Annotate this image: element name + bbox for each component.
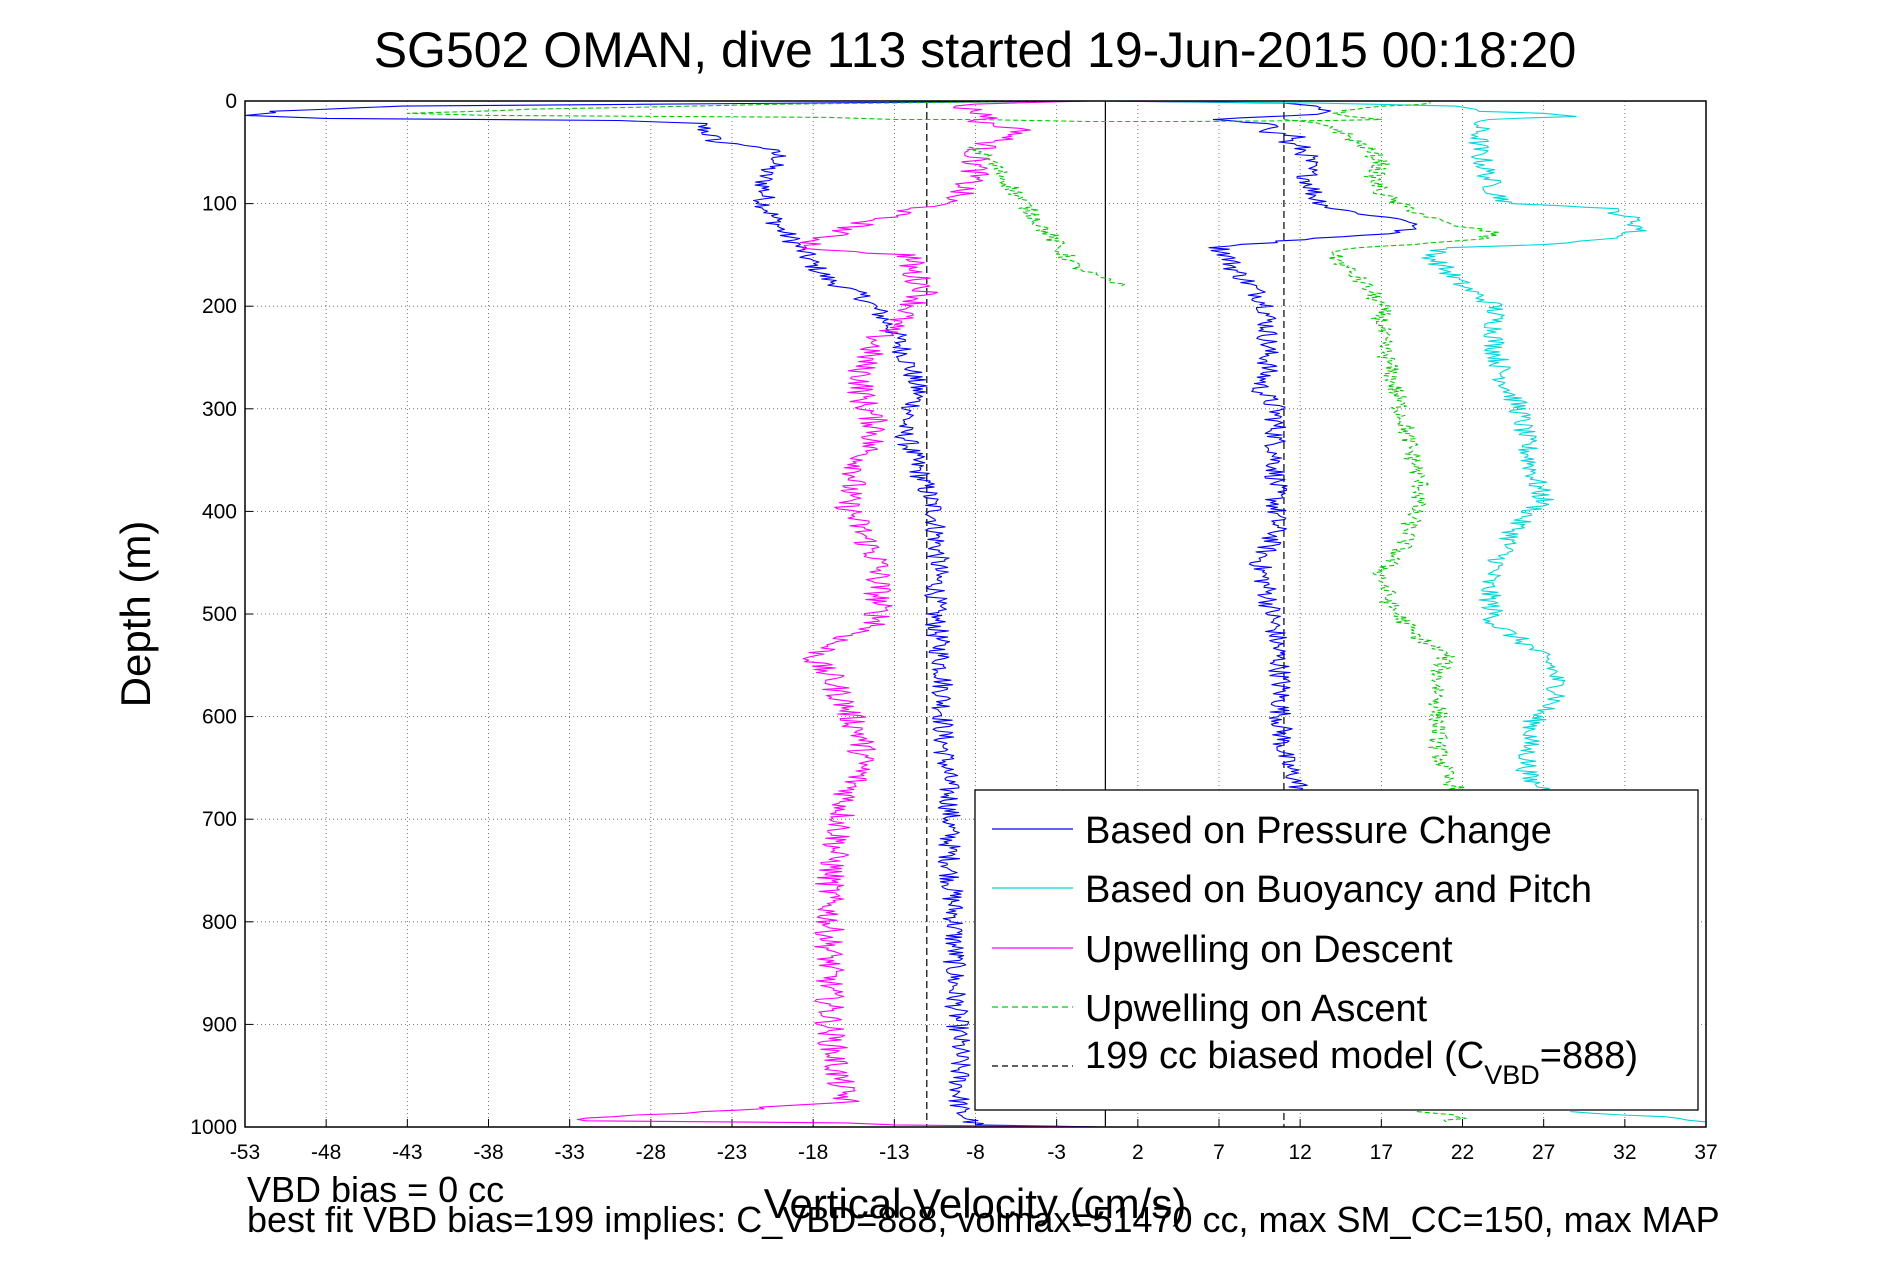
y-tick-label: 500: [202, 603, 237, 626]
legend: Based on Pressure Change Based on Buoyan…: [974, 789, 1699, 1111]
y-tick-label: 700: [202, 808, 237, 831]
legend-model-prefix: 199 cc biased model (C: [1085, 1035, 1484, 1077]
y-tick-label: 600: [202, 706, 237, 729]
series-3-segment-3: [1416, 1111, 1467, 1123]
x-tick-label: -43: [392, 1141, 422, 1164]
legend-model-suffix: =888): [1540, 1035, 1638, 1077]
x-tick-label: -13: [879, 1141, 909, 1164]
series-0-segment-0: [244, 100, 1106, 1128]
y-tick-label: 400: [202, 500, 237, 523]
chart-title: SG502 OMAN, dive 113 started 19-Jun-2015…: [374, 22, 1577, 78]
x-axis-label: Vertical Velocity (cm/s): [764, 1180, 1186, 1227]
y-tick-label: 0: [225, 90, 237, 113]
x-tick-label: -18: [798, 1141, 828, 1164]
grid: [244, 100, 1707, 1128]
x-tick-label: 37: [1694, 1141, 1717, 1164]
x-tick-label: -23: [717, 1141, 747, 1164]
footer-line-1: VBD bias = 0 cc: [247, 1169, 504, 1210]
x-tick-label: 7: [1213, 1141, 1225, 1164]
y-tick-label: 1000: [190, 1116, 237, 1139]
series-3-segment-1: [968, 146, 1126, 287]
legend-model-subscript: VBD: [1484, 1060, 1540, 1090]
y-axis-label: Depth (m): [112, 521, 159, 708]
x-tick-label: 17: [1370, 1141, 1393, 1164]
y-tick-label: 100: [202, 193, 237, 216]
series-0-segment-1: [1105, 100, 1418, 800]
y-tick-label: 300: [202, 398, 237, 421]
x-tick-label: 12: [1288, 1141, 1311, 1164]
legend-label-model: 199 cc biased model (CVBD=888): [1085, 1035, 1638, 1090]
legend-label-pressure: Based on Pressure Change: [1085, 810, 1552, 852]
legend-label-buoyancy: Based on Buoyancy and Pitch: [1085, 869, 1592, 911]
series-3-segment-2: [1283, 118, 1500, 795]
x-tick-label: -33: [554, 1141, 584, 1164]
series-2-segment-0: [577, 100, 1106, 1128]
y-tick-label: 800: [202, 911, 237, 934]
x-tick-label: 27: [1532, 1141, 1555, 1164]
y-tick-label: 200: [202, 295, 237, 318]
x-tick-label: 32: [1613, 1141, 1636, 1164]
footer-line-2: best fit VBD bias=199 implies: C_VBD=888…: [247, 1199, 1720, 1240]
x-tick-label: 22: [1451, 1141, 1474, 1164]
plot-frame: [244, 100, 1707, 1128]
series-3-segment-0: [406, 100, 1431, 123]
legend-label-descent: Upwelling on Descent: [1085, 929, 1453, 971]
series-1-segment-0: [1105, 100, 1647, 795]
series-1-segment-1: [1570, 1111, 1707, 1123]
x-tick-label: 2: [1132, 1141, 1144, 1164]
x-tick-label: -8: [966, 1141, 985, 1164]
legend-box: [974, 789, 1699, 1111]
x-tick-label: -3: [1047, 1141, 1066, 1164]
legend-label-ascent: Upwelling on Ascent: [1085, 988, 1428, 1030]
y-tick-label: 900: [202, 1013, 237, 1036]
x-tick-label: -48: [311, 1141, 341, 1164]
x-tick-label: -53: [230, 1141, 260, 1164]
x-tick-label: -28: [636, 1141, 666, 1164]
y-tick-labels: 0 100 200 300 400 500 600 700 800 900 1000: [190, 90, 237, 1139]
x-tick-label: -38: [473, 1141, 503, 1164]
x-tick-labels: -53 -48 -43 -38 -33 -28 -23 -18 -13 -8 -3 2 7 12 17 22 2…: [230, 1141, 1718, 1164]
